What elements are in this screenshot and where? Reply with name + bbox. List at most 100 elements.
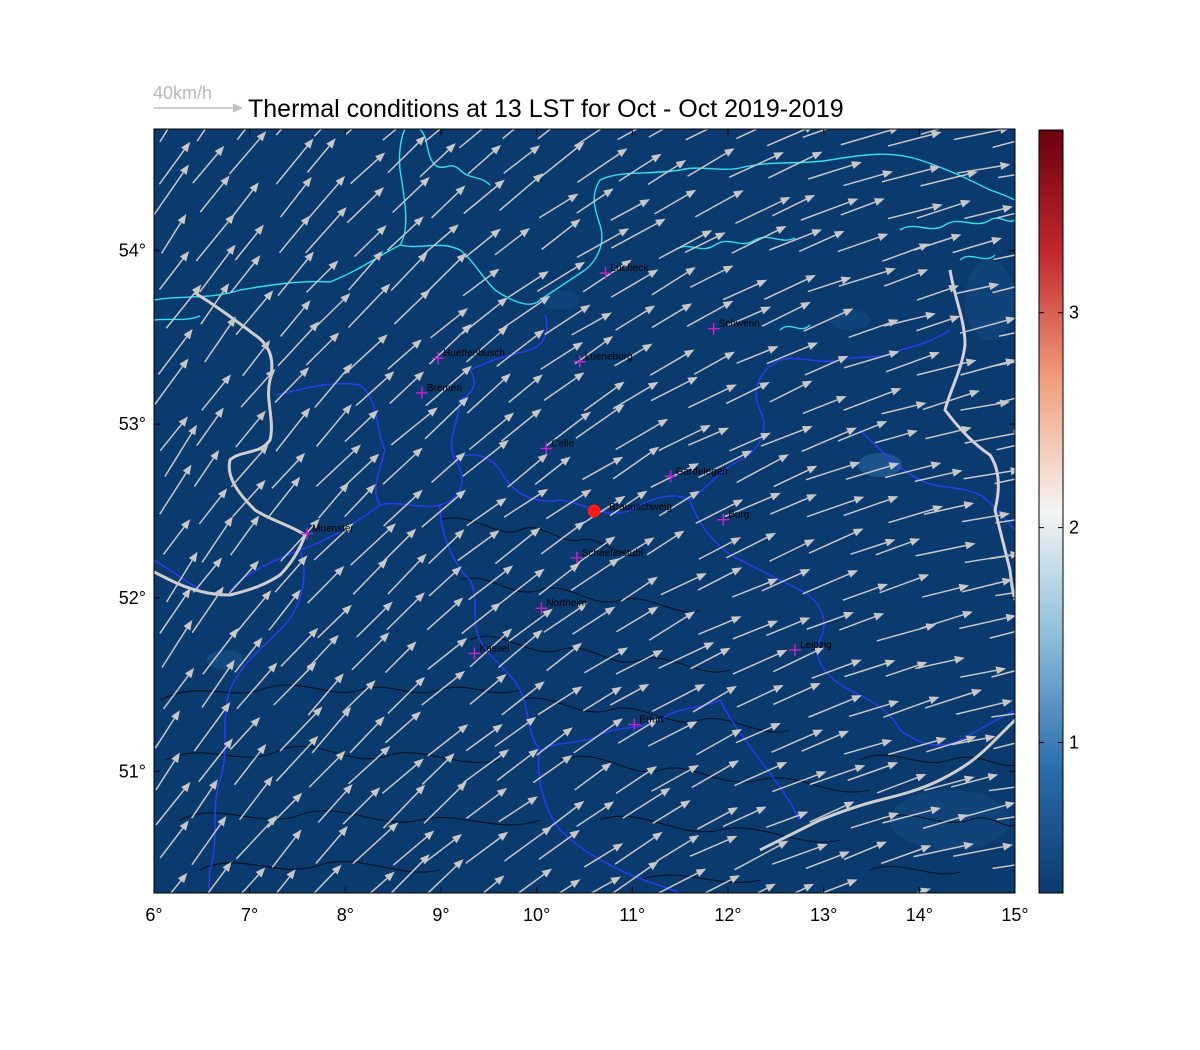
city-label: Muenster xyxy=(312,524,354,535)
coastlines xyxy=(154,129,1015,331)
wind-arrow xyxy=(798,230,845,253)
wind-arrow xyxy=(963,467,1015,480)
wind-arrow xyxy=(384,711,422,744)
x-tick-label: 8° xyxy=(337,905,354,925)
wind-arrow xyxy=(959,801,1015,819)
wind-arrow xyxy=(846,893,892,907)
wind-arrow xyxy=(468,565,514,601)
wind-arrow xyxy=(729,432,771,452)
wind-arrow xyxy=(355,371,395,407)
wind-arrow xyxy=(317,604,352,639)
wind-arrow xyxy=(808,695,862,718)
wind-arrow xyxy=(888,736,947,756)
wind-arrow xyxy=(162,667,195,710)
wind-arrow xyxy=(993,742,1015,750)
wind-arrow xyxy=(266,476,301,520)
wind-arrow xyxy=(347,283,391,329)
wind-arrow xyxy=(913,841,975,858)
wind-arrow xyxy=(687,427,729,446)
wind-arrow xyxy=(155,781,191,826)
wind-arrow xyxy=(992,864,1015,870)
wind-arrow xyxy=(690,647,731,670)
wind-arrow xyxy=(995,591,1015,597)
wind-arrow xyxy=(158,250,190,290)
wind-arrow xyxy=(804,355,849,376)
wind-arrow xyxy=(695,499,744,524)
wind-arrow xyxy=(989,630,1015,639)
wind-arrow xyxy=(837,233,889,253)
wind-arrow xyxy=(157,328,193,375)
wind-arrow xyxy=(769,229,823,251)
wind-arrow xyxy=(734,840,789,871)
wind-arrow xyxy=(881,165,941,183)
x-tick-label: 10° xyxy=(523,905,550,925)
wind-arrow xyxy=(348,250,383,291)
wind-arrow xyxy=(503,488,549,518)
wind-arrow xyxy=(306,138,336,174)
wind-arrow xyxy=(850,812,899,829)
wind-arrow xyxy=(198,738,233,783)
wind-arrow xyxy=(538,562,580,596)
wind-arrow xyxy=(959,316,1015,334)
wind-arrow xyxy=(656,834,700,862)
wind-arrow xyxy=(501,681,545,716)
wind-arrow xyxy=(847,761,899,782)
wind-arrow xyxy=(421,753,455,785)
wind-arrow xyxy=(845,462,900,481)
wind-arrow xyxy=(311,706,352,754)
x-tick-label: 11° xyxy=(619,905,645,925)
colorbar-tick-label: 3 xyxy=(1069,303,1079,323)
wind-arrow xyxy=(766,342,819,365)
wind-arrow xyxy=(196,129,207,142)
wind-arrow xyxy=(874,429,918,444)
wind-arrow xyxy=(465,831,509,864)
wind-arrow xyxy=(234,637,263,673)
wind-arrow xyxy=(766,129,811,147)
wind-arrow xyxy=(773,465,818,488)
wind-arrow xyxy=(465,325,508,363)
wind-arrow xyxy=(648,129,665,138)
wind-arrow xyxy=(233,743,267,786)
wind-arrow xyxy=(991,712,1015,718)
wind-arrow xyxy=(392,830,435,866)
wind-arrow xyxy=(924,775,975,792)
wind-arrow xyxy=(343,453,380,487)
wind-arrow xyxy=(349,716,385,754)
wind-arrow xyxy=(922,389,980,411)
wind-arrow xyxy=(687,148,735,177)
wind-arrow xyxy=(382,447,423,485)
y-tick-label: 53° xyxy=(119,414,146,434)
wind-arrow xyxy=(583,381,625,412)
wind-arrow xyxy=(277,321,320,367)
wind-arrow xyxy=(772,771,827,793)
wind-arrow xyxy=(307,566,345,604)
wind-arrow xyxy=(996,815,1015,821)
wind-arrow xyxy=(161,619,193,668)
wind-arrow xyxy=(684,232,726,254)
wind-arrow xyxy=(307,175,346,220)
colorbar-tick-label: 1 xyxy=(1069,733,1079,753)
wind-arrow xyxy=(419,143,456,178)
wind-arrow xyxy=(275,735,319,782)
wind-arrow xyxy=(314,363,353,408)
wind-arrow xyxy=(158,141,191,185)
wind-arrow xyxy=(318,482,350,519)
wind-arrow xyxy=(463,179,505,215)
wind-arrow xyxy=(805,461,861,481)
wind-arrow xyxy=(201,659,235,708)
wind-arrow xyxy=(722,806,767,828)
wind-arrow xyxy=(992,140,1015,149)
wind-arrow xyxy=(421,489,466,528)
wind-arrow xyxy=(808,528,864,554)
wind-arrow xyxy=(952,237,1002,254)
wind-arrow xyxy=(649,349,695,376)
wind-arrow xyxy=(915,655,965,670)
wind-arrow xyxy=(806,496,865,518)
city-label: Northeim xyxy=(546,598,587,609)
wind-arrow xyxy=(199,175,230,213)
wind-arrow xyxy=(423,781,467,824)
wind-arrow xyxy=(232,480,266,518)
wind-arrow xyxy=(393,289,431,325)
wind-arrow xyxy=(696,728,743,756)
wind-arrow xyxy=(508,270,549,298)
